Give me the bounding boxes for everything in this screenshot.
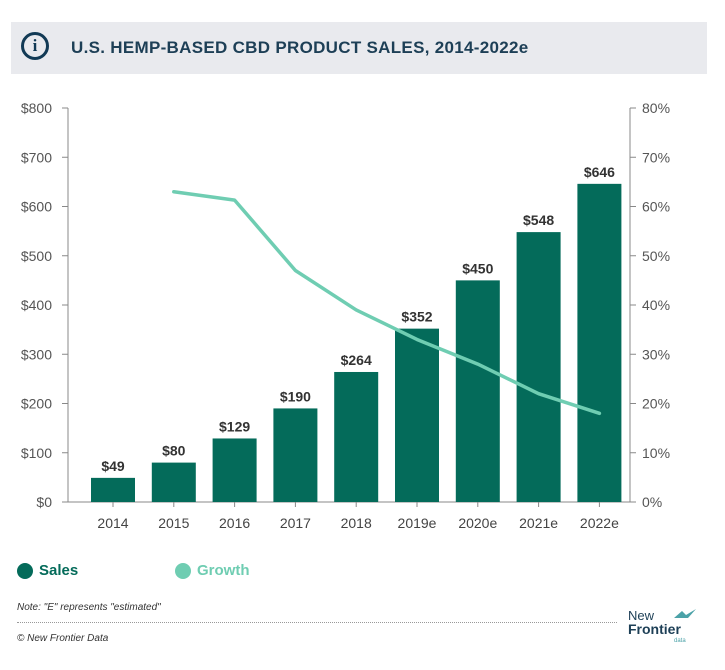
y-right-tick-label: 0% (642, 494, 662, 510)
y-left-tick-label: $0 (36, 494, 52, 510)
x-tick-label: 2020e (458, 515, 497, 531)
bar-value-label: $129 (219, 418, 250, 434)
legend-swatch-growth (175, 563, 191, 579)
new-frontier-logo: New Frontier data (622, 608, 702, 648)
legend-swatch-sales (17, 563, 33, 579)
x-tick-label: 2016 (219, 515, 250, 531)
y-left-tick-label: $800 (21, 100, 52, 116)
y-left-tick-label: $700 (21, 149, 52, 165)
chart-header: i U.S. HEMP-BASED CBD PRODUCT SALES, 201… (11, 22, 707, 74)
y-left-tick-label: $600 (21, 199, 52, 215)
bar-value-label: $352 (401, 309, 432, 325)
bar-value-label: $80 (162, 443, 186, 459)
frontier-bird-logo-icon (674, 609, 696, 618)
bar-line-chart: $0 $100 $200 $300 $400 $500 $600 $700 $800 0% 10% 2… (21, 100, 670, 531)
x-tick-label: 2022e (580, 515, 619, 531)
y-right-tick-label: 80% (642, 100, 670, 116)
growth-line (172, 189, 602, 416)
bar-sales (334, 371, 379, 502)
x-tick-label: 2019e (398, 515, 437, 531)
y-left-tick-label: $500 (21, 248, 52, 264)
bar-value-label: $548 (523, 212, 554, 228)
y-right-tick-label: 70% (642, 149, 670, 165)
y-right-tick-label: 60% (642, 199, 670, 215)
bar-value-label: $646 (584, 164, 615, 180)
logo-text-new: New (628, 608, 655, 623)
y-left-tick-label: $100 (21, 445, 52, 461)
y-right-tick-label: 20% (642, 396, 670, 412)
bar-sales (91, 477, 135, 502)
bar-sales (212, 438, 257, 502)
bar-sales (151, 462, 196, 502)
bar-sales (395, 328, 439, 502)
logo-text-frontier: Frontier (628, 621, 681, 637)
x-tick-label: 2021e (519, 515, 558, 531)
bar-value-label: $49 (101, 458, 125, 474)
y-right-tick-label: 50% (642, 248, 670, 264)
x-tick-label: 2015 (158, 515, 189, 531)
x-tick-label: 2017 (280, 515, 311, 531)
bar-sales (455, 280, 500, 502)
y-right-tick-label: 40% (642, 297, 670, 313)
bar-sales (273, 408, 318, 502)
bar-value-label: $190 (280, 388, 311, 404)
bar-value-label: $450 (462, 260, 493, 276)
footer-divider (17, 622, 617, 623)
logo-text-data: data (674, 638, 686, 644)
info-icon[interactable]: i (21, 32, 49, 60)
y-right-tick-label: 10% (642, 445, 670, 461)
footnote: Note: "E" represents "estimated" (17, 602, 161, 613)
y-left-tick-label: $200 (21, 396, 52, 412)
x-tick-label: 2018 (341, 515, 372, 531)
copyright-text: © New Frontier Data (17, 633, 109, 644)
y-right-tick-label: 30% (642, 346, 670, 362)
y-left-tick-label: $400 (21, 297, 52, 313)
bar-value-label: $264 (341, 352, 372, 368)
y-left-tick-label: $300 (21, 346, 52, 362)
legend-label-sales: Sales (39, 562, 79, 579)
legend-label-growth: Growth (197, 562, 250, 579)
x-tick-label: 2014 (97, 515, 128, 531)
bar-sales (577, 183, 622, 502)
bar-sales (516, 232, 561, 503)
chart-title: U.S. HEMP-BASED CBD PRODUCT SALES, 2014-… (71, 38, 529, 57)
